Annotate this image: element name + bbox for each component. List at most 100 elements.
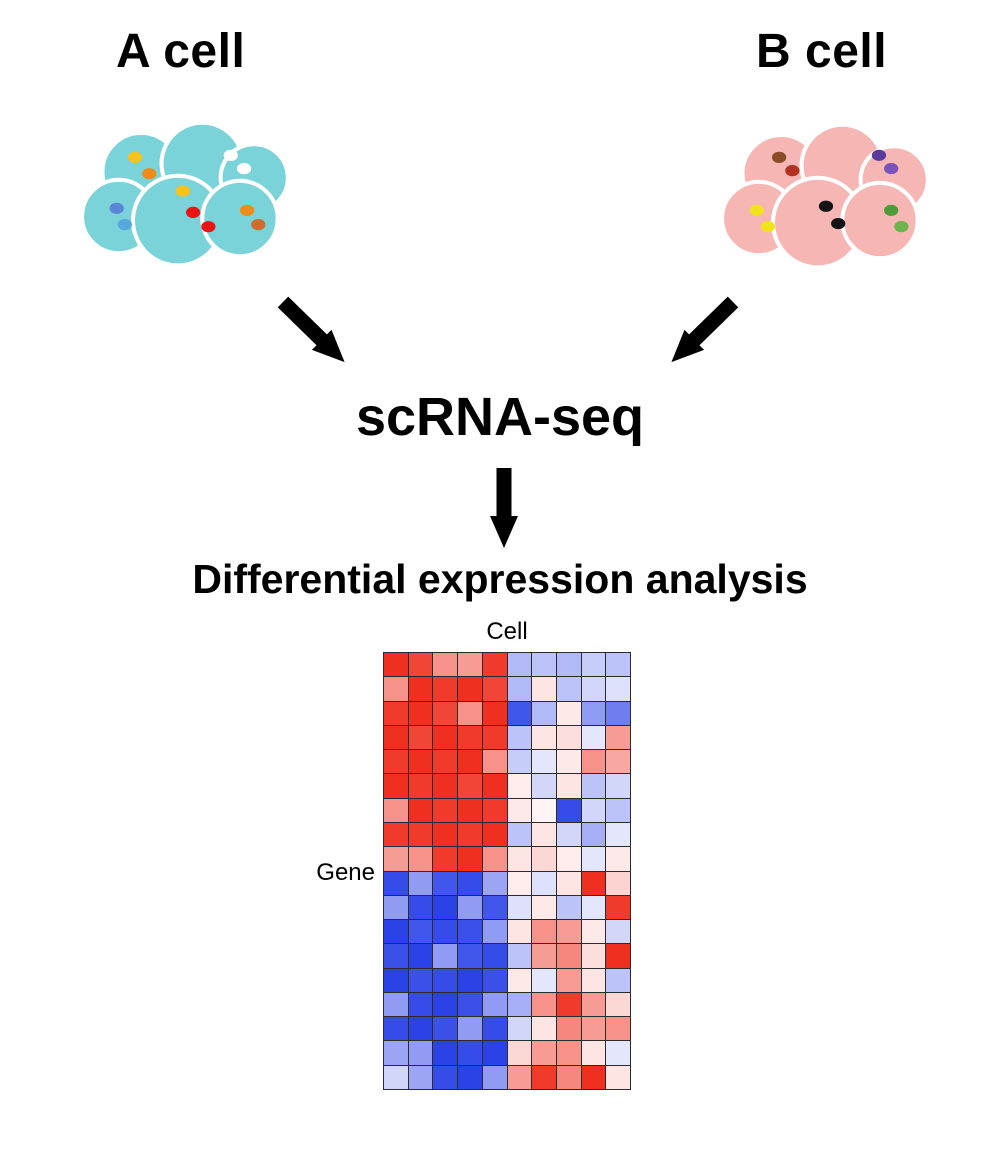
heatmap-cell <box>556 1065 581 1089</box>
analysis-title: Differential expression analysis <box>192 556 808 602</box>
heatmap-cell <box>482 847 507 871</box>
cell-body-icon <box>200 178 280 259</box>
heatmap-cell <box>408 920 433 944</box>
heatmap-cell <box>581 920 606 944</box>
heatmap-cell <box>606 944 630 968</box>
heatmap-cell <box>556 822 581 847</box>
heatmap-cell <box>507 847 532 871</box>
heatmap-cell <box>384 1065 408 1089</box>
heatmap-cell <box>507 944 532 968</box>
heatmap-cell <box>507 774 532 798</box>
heatmap-cell <box>433 944 458 968</box>
heatmap-cell <box>556 1017 581 1041</box>
heatmap-y-axis-label: Gene <box>316 859 375 886</box>
molecule-dot-icon <box>760 221 776 233</box>
heatmap-cell <box>482 725 507 750</box>
heatmap-cell <box>458 992 482 1017</box>
arrow-b-to-scrnaseq-icon <box>671 296 739 363</box>
b-cell-label: B cell <box>756 25 888 78</box>
heatmap-cell <box>458 968 482 992</box>
heatmap-cell <box>458 1041 482 1065</box>
molecule-dot-icon <box>185 206 201 219</box>
heatmap-cell <box>606 1041 630 1065</box>
heatmap-cell <box>507 653 532 677</box>
heatmap-cell <box>433 968 458 992</box>
heatmap-cell <box>458 774 482 798</box>
heatmap-cell <box>507 798 532 822</box>
heatmap-cell <box>581 1041 606 1065</box>
molecule-dot-icon <box>785 165 800 177</box>
heatmap-cell <box>482 774 507 798</box>
heatmap-cell <box>408 701 433 725</box>
heatmap-cell <box>433 798 458 822</box>
heatmap-cell <box>532 944 556 968</box>
heatmap-cell <box>532 968 556 992</box>
heatmap-cell <box>532 774 556 798</box>
heatmap-cell <box>482 677 507 701</box>
heatmap-cell <box>507 822 532 847</box>
heatmap-cell <box>606 992 630 1017</box>
heatmap-cell <box>408 968 433 992</box>
heatmap-cell <box>408 1065 433 1089</box>
heatmap-cell <box>408 871 433 895</box>
heatmap-cell <box>433 701 458 725</box>
heatmap-cell <box>532 750 556 774</box>
molecule-dot-icon <box>749 204 764 216</box>
heatmap-cell <box>482 798 507 822</box>
heatmap-cell <box>556 701 581 725</box>
molecule-dot-icon <box>818 200 834 212</box>
molecule-dot-icon <box>894 221 909 233</box>
heatmap-cell <box>556 1041 581 1065</box>
molecule-dot-icon <box>175 185 191 197</box>
molecule-dot-icon <box>831 217 846 230</box>
heatmap-cell <box>556 677 581 701</box>
heatmap-cell <box>606 653 630 677</box>
heatmap-cell <box>482 968 507 992</box>
heatmap-cell <box>433 725 458 750</box>
heatmap-cell <box>408 677 433 701</box>
heatmap-cell <box>581 701 606 725</box>
heatmap-cell <box>433 920 458 944</box>
molecule-dot-icon <box>239 204 255 216</box>
heatmap-cell <box>433 871 458 895</box>
molecule-dot-icon <box>884 162 899 175</box>
heatmap-cell <box>458 725 482 750</box>
heatmap-cell <box>507 701 532 725</box>
heatmap-cell <box>482 701 507 725</box>
heatmap-cell <box>532 1017 556 1041</box>
heatmap-cell <box>408 750 433 774</box>
arrow-a-to-scrnaseq-icon <box>277 296 345 363</box>
heatmap-cell <box>581 871 606 895</box>
heatmap-cell <box>433 847 458 871</box>
heatmap-cell <box>384 871 408 895</box>
heatmap-cell <box>532 992 556 1017</box>
heatmap-cell <box>408 774 433 798</box>
heatmap-cell <box>556 992 581 1017</box>
heatmap-cell <box>507 1041 532 1065</box>
molecule-dot-icon <box>109 202 124 214</box>
heatmap-cell <box>581 822 606 847</box>
heatmap-cell <box>458 1017 482 1041</box>
heatmap-cell <box>507 920 532 944</box>
heatmap-cell <box>408 653 433 677</box>
heatmap-cell <box>581 1017 606 1041</box>
heatmap-cell <box>606 920 630 944</box>
heatmap-cell <box>384 1017 408 1041</box>
heatmap-cell <box>458 822 482 847</box>
heatmap-cell <box>606 895 630 920</box>
heatmap-cell <box>384 725 408 750</box>
heatmap-cell <box>433 1065 458 1089</box>
heatmap-cell <box>384 798 408 822</box>
heatmap-cell <box>458 677 482 701</box>
heatmap-cell <box>606 1065 630 1089</box>
molecule-dot-icon <box>884 204 899 216</box>
heatmap-cell <box>532 1041 556 1065</box>
heatmap-cell <box>507 677 532 701</box>
heatmap-cell <box>532 822 556 847</box>
molecule-dot-icon <box>201 221 216 233</box>
heatmap-cell <box>384 992 408 1017</box>
heatmap-cell <box>408 798 433 822</box>
heatmap-cell <box>433 992 458 1017</box>
heatmap-cell <box>384 1041 408 1065</box>
heatmap-cell <box>556 895 581 920</box>
